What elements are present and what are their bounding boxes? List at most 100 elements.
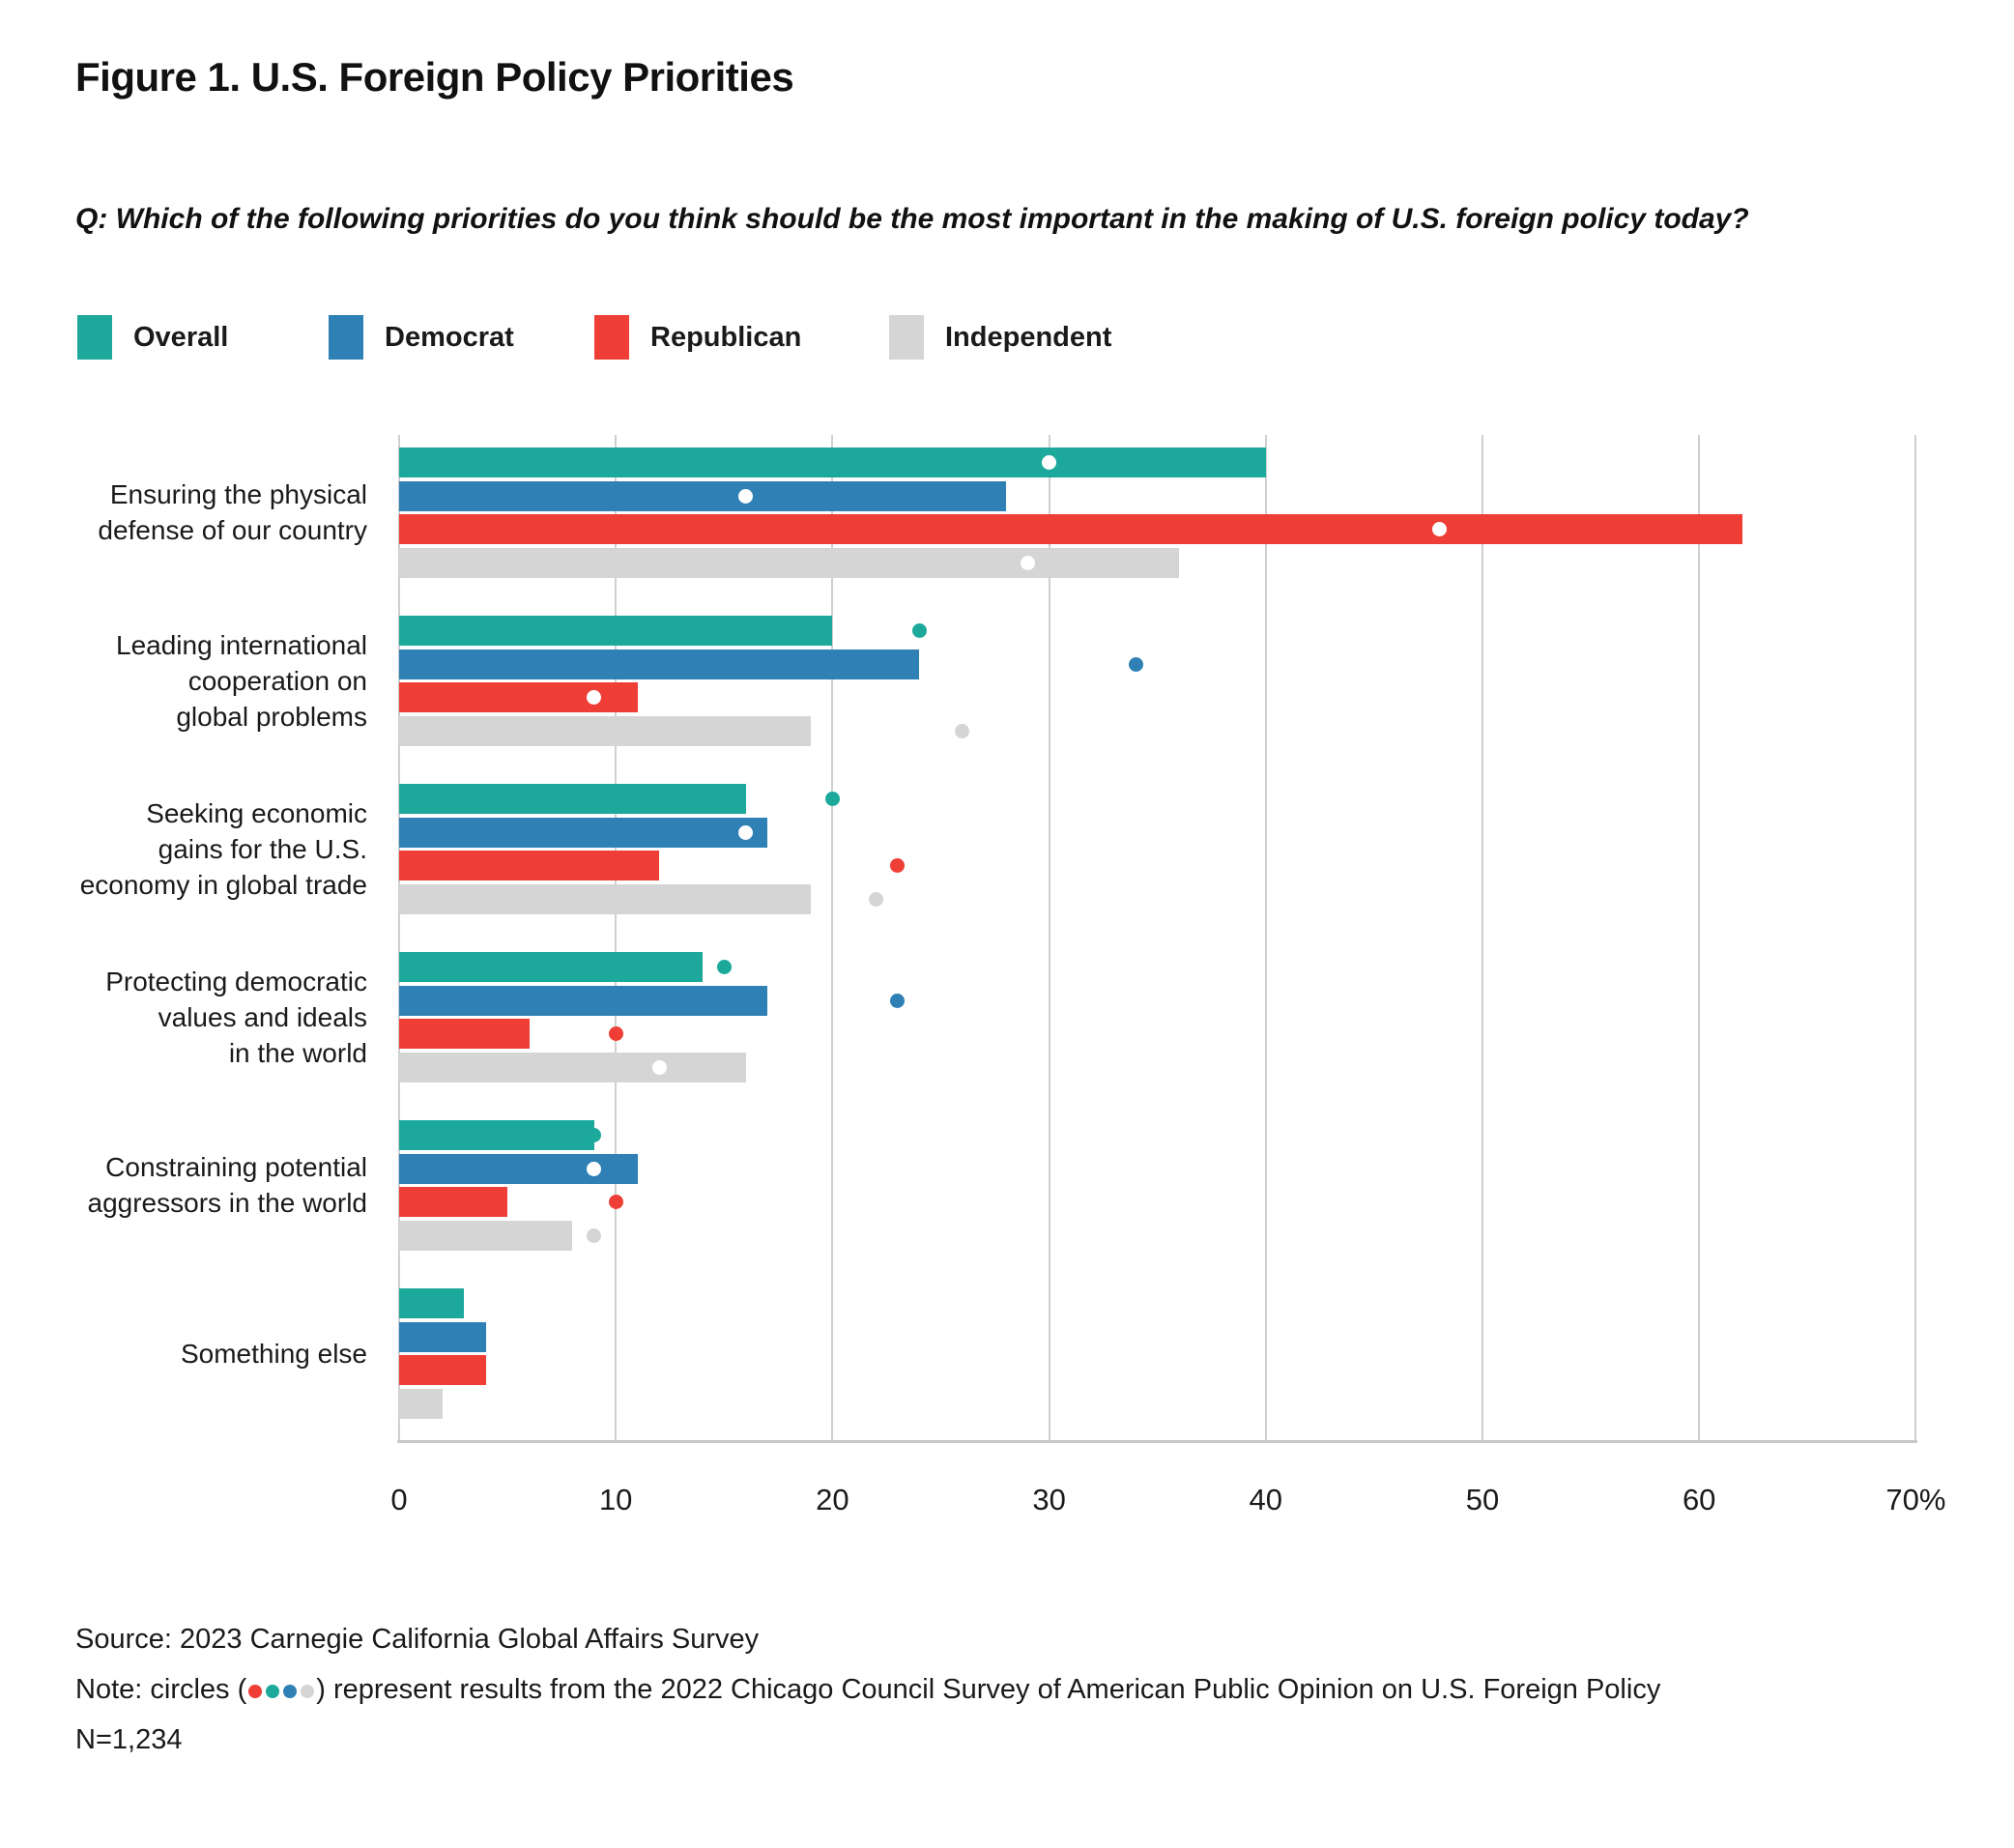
survey-note: Note: circles ( ) represent results from … bbox=[75, 1674, 1660, 1706]
dot-overall-0 bbox=[1042, 455, 1057, 470]
bar-democrat-2 bbox=[399, 817, 768, 848]
note-dot-0 bbox=[248, 1685, 263, 1698]
x-tick-label-70: 70% bbox=[1885, 1483, 1946, 1516]
note-dot-1 bbox=[266, 1685, 280, 1698]
x-tick-label-40: 40 bbox=[1249, 1483, 1283, 1516]
gridline-30 bbox=[1048, 435, 1050, 1440]
dot-republican-4 bbox=[608, 1195, 623, 1209]
dot-independent-3 bbox=[651, 1059, 667, 1075]
sample-size: N=1,234 bbox=[75, 1724, 183, 1755]
gridline-50 bbox=[1482, 435, 1483, 1440]
gridline-10 bbox=[615, 435, 618, 1440]
legend-swatch-democrat bbox=[329, 315, 363, 360]
survey-question: Q: Which of the following priorities do … bbox=[75, 203, 1749, 235]
bar-independent-0 bbox=[399, 547, 1180, 578]
gridline-0 bbox=[398, 435, 400, 1440]
bar-republican-5 bbox=[399, 1355, 486, 1385]
category-label-line: Protecting democratic bbox=[105, 966, 367, 996]
source-note: Source: 2023 Carnegie California Global … bbox=[75, 1624, 760, 1655]
dot-democrat-3 bbox=[890, 993, 906, 1008]
dot-democrat-1 bbox=[1128, 656, 1143, 672]
bar-independent-5 bbox=[399, 1388, 443, 1419]
figure-title: Figure 1. U.S. Foreign Policy Priorities bbox=[75, 54, 794, 100]
category-label-line: economy in global trade bbox=[79, 869, 367, 900]
gridline-40 bbox=[1264, 435, 1267, 1440]
legend-label: Republican bbox=[650, 322, 802, 353]
note-dot-2 bbox=[283, 1685, 298, 1698]
dot-independent-4 bbox=[587, 1227, 602, 1243]
category-label-line: Seeking economic bbox=[146, 797, 367, 828]
x-tick-label-20: 20 bbox=[816, 1483, 849, 1516]
dot-republican-1 bbox=[587, 690, 602, 705]
category-label: Ensuring the physical defense of our coun… bbox=[0, 476, 367, 548]
bar-republican-3 bbox=[399, 1019, 530, 1049]
bar-overall-4 bbox=[399, 1120, 594, 1150]
legend-swatch-overall bbox=[77, 315, 112, 360]
bar-independent-2 bbox=[399, 883, 811, 914]
bar-overall-1 bbox=[399, 616, 833, 646]
category-label-line: Something else bbox=[180, 1338, 367, 1369]
legend-label: Independent bbox=[945, 322, 1112, 353]
category-label-line: cooperation on bbox=[187, 665, 367, 696]
bar-republican-2 bbox=[399, 851, 660, 881]
x-tick-label-30: 30 bbox=[1032, 1483, 1066, 1516]
legend-swatch-independent bbox=[889, 315, 924, 360]
dot-republican-2 bbox=[890, 858, 906, 873]
gridline-60 bbox=[1698, 435, 1701, 1440]
note-dot-3 bbox=[301, 1685, 315, 1698]
bar-overall-0 bbox=[399, 448, 1266, 477]
note-prefix: Note: circles ( bbox=[75, 1674, 247, 1705]
category-label: Seeking economic gains for the U.S. econom… bbox=[0, 795, 367, 903]
bar-independent-3 bbox=[399, 1052, 746, 1083]
dot-democrat-2 bbox=[738, 824, 754, 840]
category-label-line: Constraining potential bbox=[105, 1152, 367, 1183]
x-axis-line bbox=[397, 1440, 1918, 1443]
category-label-line: in the world bbox=[228, 1037, 367, 1068]
dot-democrat-0 bbox=[738, 488, 754, 504]
bar-overall-5 bbox=[399, 1288, 465, 1318]
category-label: Leading international cooperation on globa… bbox=[0, 627, 367, 735]
x-tick-label-0: 0 bbox=[390, 1483, 408, 1516]
bar-democrat-1 bbox=[399, 649, 920, 679]
legend-label: Democrat bbox=[385, 322, 514, 353]
dot-overall-2 bbox=[824, 792, 840, 806]
dot-independent-0 bbox=[1020, 555, 1035, 570]
category-label: Constraining potential aggressors in the … bbox=[0, 1149, 367, 1221]
x-tick-label-50: 50 bbox=[1465, 1483, 1500, 1516]
bar-republican-1 bbox=[399, 682, 638, 712]
bar-democrat-4 bbox=[399, 1153, 638, 1184]
bar-overall-2 bbox=[399, 784, 746, 814]
bar-republican-4 bbox=[399, 1187, 508, 1217]
bar-democrat-0 bbox=[399, 480, 1006, 511]
legend-swatch-republican bbox=[594, 315, 629, 360]
category-label-line: Leading international bbox=[116, 629, 367, 660]
category-label: Something else bbox=[0, 1336, 367, 1372]
note-suffix: ) represent results from the 2022 Chicag… bbox=[316, 1674, 1661, 1705]
x-tick-label-60: 60 bbox=[1682, 1483, 1716, 1516]
x-tick-label-10: 10 bbox=[598, 1483, 633, 1516]
category-label-line: Ensuring the physical bbox=[109, 479, 367, 510]
bar-democrat-5 bbox=[399, 1321, 486, 1352]
note-dots bbox=[246, 1674, 316, 1705]
bar-overall-3 bbox=[399, 952, 703, 982]
category-label-line: defense of our country bbox=[98, 515, 367, 546]
category-label-line: global problems bbox=[176, 701, 367, 732]
dot-independent-1 bbox=[955, 723, 970, 738]
category-label: Protecting democratic values and ideals in… bbox=[0, 964, 367, 1071]
legend-label: Overall bbox=[133, 322, 229, 353]
dot-republican-0 bbox=[1431, 522, 1447, 536]
bar-independent-1 bbox=[399, 715, 811, 746]
bar-independent-4 bbox=[399, 1220, 573, 1251]
bar-democrat-3 bbox=[399, 985, 768, 1016]
dot-republican-3 bbox=[608, 1026, 623, 1041]
dot-overall-4 bbox=[587, 1128, 602, 1142]
dot-democrat-4 bbox=[587, 1161, 602, 1176]
dot-overall-1 bbox=[911, 623, 927, 638]
gridline-70 bbox=[1914, 435, 1917, 1440]
category-label-line: aggressors in the world bbox=[87, 1188, 367, 1219]
category-label-line: values and ideals bbox=[158, 1001, 367, 1032]
dot-independent-2 bbox=[868, 891, 883, 907]
bar-republican-0 bbox=[399, 514, 1743, 544]
